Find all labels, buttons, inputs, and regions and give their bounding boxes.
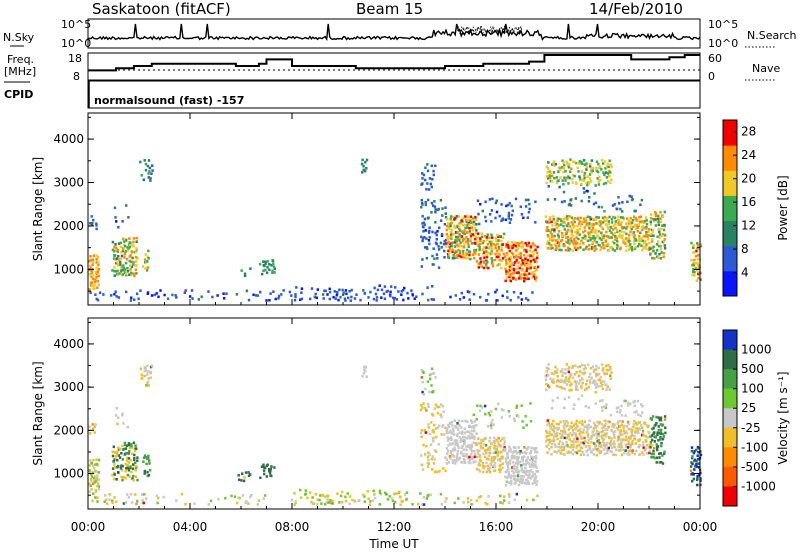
heatmap-frame (87, 317, 701, 510)
velocity-colorbar-tick-label: 25 (741, 401, 756, 415)
radar-title: Saskatoon (fitACF) (92, 0, 231, 18)
power-colorbar-frame (722, 119, 738, 297)
nsky-tick-bottom: 10^0 (61, 37, 92, 50)
power-heatmap (88, 158, 703, 302)
power-colorbar-tick-label: 16 (741, 195, 756, 209)
y-tick-label: 2000 (53, 423, 84, 437)
noise-panel-frame (87, 18, 701, 49)
velocity-colorbar-tick-label: -500 (741, 460, 768, 474)
y-tick-label: 4000 (53, 337, 84, 351)
velocity-colorbar-segment (723, 447, 737, 468)
nsky-tick-top: 10^5 (61, 18, 92, 31)
velocity-colorbar-segment (723, 486, 737, 507)
date-label: 14/Feb/2010 (589, 0, 683, 18)
nave-tick-bottom: 0 (708, 70, 715, 83)
power-colorbar-segment (723, 145, 737, 171)
power-colorbar-tick-label: 24 (741, 148, 756, 162)
nsearch-trace (457, 24, 522, 35)
power-colorbar-tick-label: 4 (741, 266, 749, 280)
power-colorbar-tick-label: 12 (741, 219, 756, 233)
power-colorbar-tick-label: 28 (741, 125, 756, 139)
velocity-heatmap (88, 363, 703, 506)
velocity-colorbar-tick-label: 100 (741, 382, 764, 396)
nsearch-tick-bottom: 10^0 (708, 37, 739, 50)
y-tick-label: 4000 (53, 132, 84, 146)
power-colorbar-segment (723, 120, 737, 146)
nsky-trace (87, 23, 701, 42)
y-tick-label: 1000 (53, 467, 84, 481)
power-colorbar-tick-label: 8 (741, 242, 749, 256)
freq-tick-bottom: 8 (73, 70, 80, 83)
velocity-colorbar-segment (723, 369, 737, 390)
velocity-colorbar-segment (723, 466, 737, 487)
velocity-colorbar-label: Velocity [m s⁻¹] (776, 371, 790, 464)
velocity-colorbar-tick-label: -100 (741, 440, 768, 454)
x-tick-label: 20:00 (581, 520, 616, 534)
velocity-colorbar-segment (723, 330, 737, 351)
x-tick-label: 16:00 (479, 520, 514, 534)
power-colorbar-segment (723, 220, 737, 247)
velocity-colorbar-segment (723, 349, 737, 370)
velocity-colorbar-segment (723, 408, 737, 429)
power-colorbar-tick-label: 20 (741, 172, 756, 186)
velocity-colorbar-tick-label: -25 (741, 421, 761, 435)
nave-label: Nave (752, 62, 781, 75)
x-tick-label: 12:00 (377, 520, 412, 534)
cpid-panel-frame (87, 80, 701, 109)
freq-unit-label: [MHz] (4, 65, 37, 78)
freq-label: Freq. (7, 53, 35, 66)
x-tick-label: 08:00 (275, 520, 310, 534)
y-axis-label: Slant Range [km] (31, 157, 45, 261)
power-colorbar-segment (723, 195, 737, 222)
velocity-colorbar-segment (723, 388, 737, 409)
velocity-colorbar-tick-label: -1000 (741, 479, 776, 493)
x-tick-label: 04:00 (173, 520, 208, 534)
y-tick-label: 3000 (53, 380, 84, 394)
nsearch-tick-top: 10^5 (708, 18, 739, 31)
frequency-trace (88, 54, 700, 72)
power-colorbar-segment (723, 245, 737, 272)
cpid-label: CPID (4, 88, 34, 101)
y-tick-label: 2000 (53, 219, 84, 233)
beam-label: Beam 15 (356, 0, 424, 18)
y-axis-label: Slant Range [km] (31, 361, 45, 465)
freq-panel-frame (87, 52, 701, 81)
x-axis-label: Time UT (368, 537, 419, 551)
x-tick-label: 00:00 (71, 520, 106, 534)
nave-tick-top: 60 (708, 52, 722, 65)
y-tick-label: 1000 (53, 262, 84, 276)
x-tick-label: 00:00 (683, 520, 718, 534)
velocity-colorbar-frame (722, 329, 738, 507)
cpid-value: normalsound (fast) -157 (94, 94, 245, 107)
velocity-colorbar-tick-label: 500 (741, 362, 764, 376)
velocity-colorbar-segment (723, 427, 737, 448)
nsearch-label: N.Search (747, 29, 797, 42)
power-colorbar-segment (723, 170, 737, 196)
heatmap-frame (87, 112, 701, 306)
y-tick-label: 3000 (53, 176, 84, 190)
velocity-colorbar-tick-label: 1000 (741, 343, 772, 357)
power-colorbar-segment (723, 270, 737, 297)
power-colorbar-label: Power [dB] (776, 175, 790, 240)
freq-tick-top: 18 (68, 52, 82, 65)
nsky-label: N.Sky (3, 31, 35, 44)
